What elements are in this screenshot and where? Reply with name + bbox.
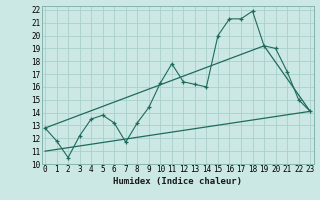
X-axis label: Humidex (Indice chaleur): Humidex (Indice chaleur) (113, 177, 242, 186)
